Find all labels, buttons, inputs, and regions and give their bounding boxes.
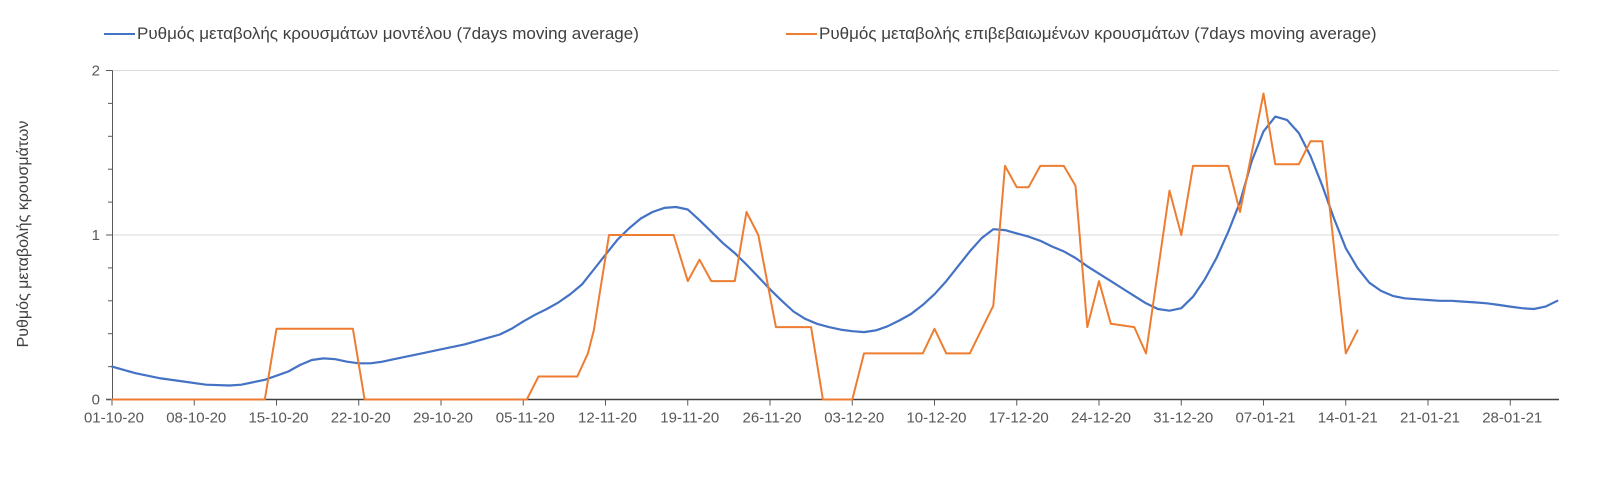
x-tick-label-17-12-20: 17-12-20 <box>989 410 1049 427</box>
x-tick-label-01-10-20: 01-10-20 <box>84 410 144 427</box>
series-line-confirmed <box>111 92 1359 401</box>
legend-label-model: Ρυθμός μεταβολής κρουσμάτων μοντέλου (7d… <box>137 24 639 43</box>
series-line-model <box>110 115 1559 387</box>
y-tick-label-1: 1 <box>92 227 100 244</box>
x-tick-label-12-11-20: 12-11-20 <box>578 410 637 427</box>
y-tick-label-2: 2 <box>92 63 100 80</box>
x-tick-label-07-01-21: 07-01-21 <box>1235 410 1295 427</box>
legend-item-confirmed: Ρυθμός μεταβολής επιβεβαιωμένων κρουσμάτ… <box>786 23 1377 45</box>
x-tick-label-26-11-20: 26-11-20 <box>743 410 802 427</box>
x-tick-label-14-01-21: 14-01-21 <box>1318 410 1378 427</box>
x-tick-label-24-12-20: 24-12-20 <box>1071 410 1131 427</box>
x-tick-label-21-01-21: 21-01-21 <box>1400 410 1460 427</box>
x-tick-label-28-01-21: 28-01-21 <box>1482 410 1542 427</box>
legend-item-model: Ρυθμός μεταβολής κρουσμάτων μοντέλου (7d… <box>104 23 639 45</box>
legend-line-marker-model <box>104 33 135 35</box>
y-tick-label-0: 0 <box>92 392 100 409</box>
x-tick-label-31-12-20: 31-12-20 <box>1153 410 1213 427</box>
x-tick-label-22-10-20: 22-10-20 <box>331 410 391 427</box>
x-tick-label-19-11-20: 19-11-20 <box>660 410 719 427</box>
x-tick-label-05-11-20: 05-11-20 <box>496 410 555 427</box>
y-axis-title-text: Ρυθμός μεταβολής κρουσμάτων <box>15 120 32 348</box>
x-tick-label-03-12-20: 03-12-20 <box>824 410 884 427</box>
legend-label-confirmed: Ρυθμός μεταβολής επιβεβαιωμένων κρουσμάτ… <box>819 24 1377 43</box>
x-tick-label-15-10-20: 15-10-20 <box>248 410 308 427</box>
legend-line-marker-confirmed <box>786 33 817 35</box>
x-tick-label-08-10-20: 08-10-20 <box>166 410 226 427</box>
x-tick-label-29-10-20: 29-10-20 <box>413 410 473 427</box>
x-tick-label-10-12-20: 10-12-20 <box>906 410 966 427</box>
